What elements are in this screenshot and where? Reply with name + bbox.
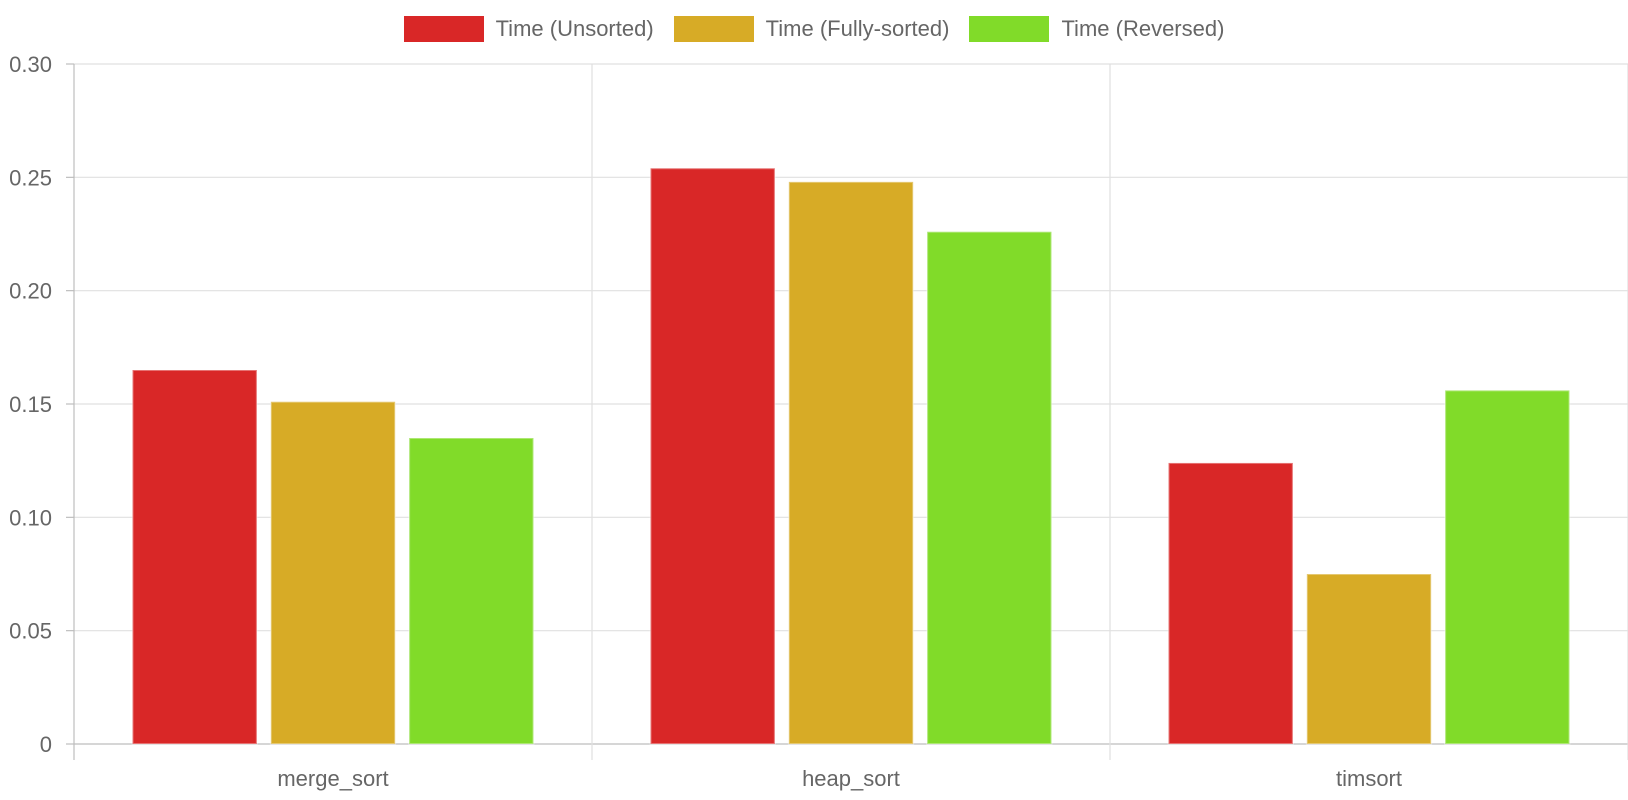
bar-merge_sort-1 — [269, 400, 397, 745]
legend-swatch-reversed — [969, 16, 1050, 42]
bar-timsort-2 — [1444, 389, 1571, 745]
axes-layer — [66, 63, 74, 745]
y-tick-label: 0.30 — [9, 52, 52, 77]
labels-layer: 0 0.05 0.10 0.15 0.20 0.25 0.30 merge_sort heap_… — [9, 52, 1402, 791]
x-tick-label: timsort — [1336, 766, 1402, 791]
bar-merge_sort-2 — [408, 437, 535, 745]
legend-item-unsorted[interactable]: Time (Unsorted) — [403, 16, 654, 42]
legend: Time (Unsorted) Time (Fully-sorted) Time… — [0, 16, 1628, 42]
bar-timsort-1 — [1305, 573, 1433, 745]
y-tick-label: 0.15 — [9, 392, 52, 417]
y-tick-label: 0.20 — [9, 279, 52, 304]
y-tick-label: 0.05 — [9, 619, 52, 644]
legend-item-fully-sorted[interactable]: Time (Fully-sorted) — [673, 16, 950, 42]
legend-label-fully-sorted: Time (Fully-sorted) — [765, 16, 950, 41]
bar-timsort-0 — [1167, 461, 1294, 745]
y-tick-label: 0.25 — [9, 165, 52, 190]
y-tick-label: 0 — [40, 732, 52, 757]
bar-merge_sort-0 — [131, 369, 258, 745]
legend-item-reversed[interactable]: Time (Reversed) — [969, 16, 1224, 42]
y-tick-label: 0.10 — [9, 505, 52, 530]
legend-swatch-unsorted — [403, 16, 484, 42]
bars-layer — [131, 167, 1571, 746]
bar-heap_sort-0 — [649, 167, 776, 745]
legend-label-unsorted: Time (Unsorted) — [495, 16, 654, 41]
x-tick-label: heap_sort — [802, 766, 900, 791]
legend-swatch-fully-sorted — [673, 16, 754, 42]
bar-heap_sort-2 — [926, 230, 1053, 745]
x-tick-label: merge_sort — [277, 766, 388, 791]
bar-heap_sort-1 — [787, 180, 915, 746]
legend-label-reversed: Time (Reversed) — [1061, 16, 1225, 41]
